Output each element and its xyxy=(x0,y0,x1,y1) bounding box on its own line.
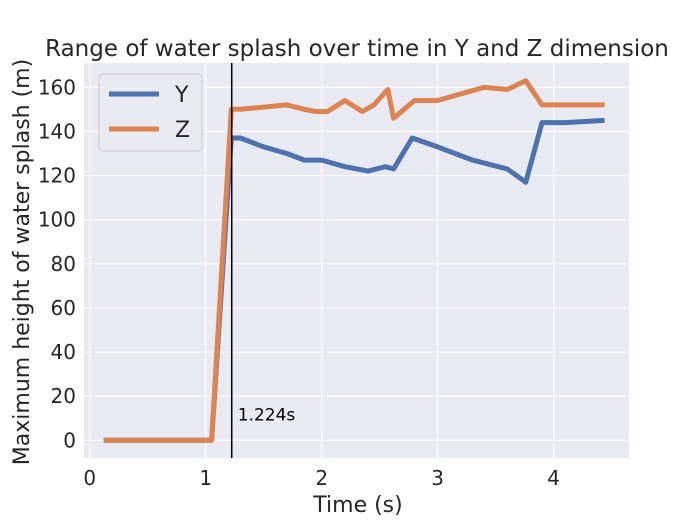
series-line-y xyxy=(103,117,605,443)
legend: Y Z xyxy=(98,73,203,152)
x-tick-label: 4 xyxy=(547,466,560,490)
y-tick-label: 60 xyxy=(51,296,76,320)
annotation-label: 1.224s xyxy=(238,405,296,425)
x-tick-label: 1 xyxy=(199,466,212,490)
y-axis-label: Maximum height of water splash (m) xyxy=(10,59,35,465)
x-axis-label: Time (s) xyxy=(312,493,402,518)
y-tick-label: 100 xyxy=(38,208,76,232)
grid xyxy=(84,63,629,458)
y-tick-label: 40 xyxy=(51,340,76,364)
chart-title: Range of water splash over time in Y and… xyxy=(45,36,669,62)
legend-label-z: Z xyxy=(175,118,190,143)
x-tick-label: 3 xyxy=(431,466,444,490)
y-tick-label: 0 xyxy=(63,428,76,452)
y-tick-label: 140 xyxy=(38,119,76,143)
series-line-z xyxy=(103,78,605,443)
y-tick-label: 80 xyxy=(51,252,76,276)
y-tick-label: 20 xyxy=(51,384,76,408)
x-tick-label: 2 xyxy=(315,466,328,490)
annotation: 1.224s xyxy=(230,63,296,458)
series-lines xyxy=(103,78,605,443)
x-tick-label: 0 xyxy=(83,466,96,490)
y-tick-label: 120 xyxy=(38,164,76,188)
y-tick-label: 160 xyxy=(38,75,76,99)
legend-label-y: Y xyxy=(174,83,189,108)
